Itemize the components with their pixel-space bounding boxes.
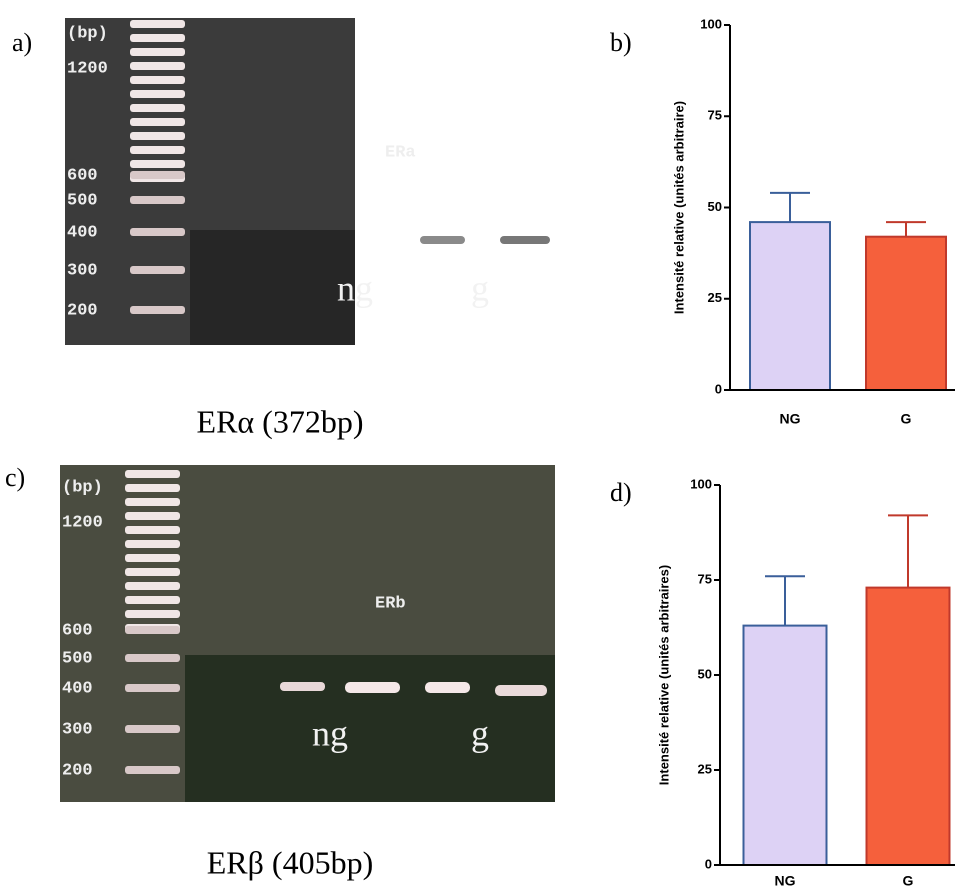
- y-tick-label: 25: [708, 290, 722, 305]
- y-tick-label: 50: [708, 199, 722, 214]
- bar: [867, 588, 950, 865]
- band-label: ERa: [385, 143, 416, 162]
- ladder-band: [125, 470, 180, 478]
- caption: ERβ (405bp): [207, 844, 373, 880]
- ladder-label: (bp): [67, 24, 108, 43]
- y-tick-label: 75: [708, 108, 722, 123]
- ladder-band: [130, 20, 185, 28]
- gel-band: [345, 682, 400, 693]
- y-tick-label: 75: [698, 571, 712, 586]
- ladder-band: [125, 610, 180, 618]
- gel-shadow: [190, 230, 355, 345]
- y-tick-label: 25: [698, 761, 712, 776]
- ladder-band: [130, 62, 185, 70]
- ladder-band: [130, 171, 185, 179]
- y-tick-label: 0: [705, 856, 712, 871]
- x-tick-label: G: [901, 411, 912, 427]
- bar: [866, 237, 946, 390]
- ladder-band: [125, 596, 180, 604]
- ladder-band: [125, 766, 180, 774]
- ladder-band: [130, 196, 185, 204]
- ladder-label: 1200: [67, 59, 108, 78]
- ladder-band: [125, 568, 180, 576]
- ladder-band: [130, 118, 185, 126]
- gel-band: [420, 236, 465, 244]
- gel-band: [500, 236, 550, 244]
- y-tick-label: 0: [715, 381, 722, 396]
- ladder-band: [125, 554, 180, 562]
- x-tick-label: NG: [775, 873, 796, 889]
- lane-label: ng: [312, 713, 348, 753]
- ladder-label: 500: [62, 649, 93, 668]
- y-axis-label: Intensité relative (unités arbitraire): [671, 101, 686, 314]
- gel-shadow: [185, 655, 555, 802]
- ladder-band: [130, 146, 185, 154]
- ladder-label: 200: [62, 761, 93, 780]
- ladder-band: [130, 76, 185, 84]
- x-tick-label: NG: [780, 411, 801, 427]
- ladder-label: 300: [62, 720, 93, 739]
- ladder-band: [130, 104, 185, 112]
- y-tick-label: 50: [698, 666, 712, 681]
- gel-band: [425, 682, 470, 693]
- bar: [750, 222, 830, 390]
- y-axis-label: Intensité relative (unités arbitraires): [656, 565, 671, 785]
- lane-label: g: [471, 268, 489, 308]
- ladder-band: [125, 626, 180, 634]
- figure: a)b)c)d)(bp)1200600500400300200ERanggERα…: [0, 0, 959, 891]
- y-tick-label: 100: [700, 16, 722, 31]
- lane-label: g: [471, 713, 489, 753]
- ladder-label: 1200: [62, 513, 103, 532]
- ladder-label: 300: [67, 261, 98, 280]
- ladder-label: 500: [67, 191, 98, 210]
- x-tick-label: G: [903, 873, 914, 889]
- ladder-label: (bp): [62, 478, 103, 497]
- caption: ERα (372bp): [197, 403, 364, 439]
- ladder-band: [130, 132, 185, 140]
- lane-label: ng: [337, 268, 373, 308]
- ladder-band: [125, 526, 180, 534]
- panel-label: a): [12, 28, 32, 57]
- ladder-band: [125, 484, 180, 492]
- panel-label: b): [610, 28, 632, 57]
- ladder-band: [130, 48, 185, 56]
- ladder-band: [130, 306, 185, 314]
- y-tick-label: 100: [690, 476, 712, 491]
- ladder-band: [125, 582, 180, 590]
- ladder-band: [125, 498, 180, 506]
- panel-label: c): [5, 463, 25, 492]
- ladder-band: [130, 34, 185, 42]
- ladder-band: [125, 684, 180, 692]
- ladder-label: 600: [62, 621, 93, 640]
- ladder-band: [130, 228, 185, 236]
- band-label: ERb: [375, 594, 406, 613]
- ladder-label: 600: [67, 166, 98, 185]
- ladder-label: 400: [62, 679, 93, 698]
- gel-band: [495, 685, 547, 696]
- ladder-label: 400: [67, 223, 98, 242]
- ladder-label: 200: [67, 301, 98, 320]
- ladder-band: [125, 725, 180, 733]
- ladder-band: [130, 160, 185, 168]
- panel-label: d): [610, 478, 632, 507]
- ladder-band: [125, 512, 180, 520]
- ladder-band: [125, 540, 180, 548]
- gel-band: [280, 682, 325, 691]
- ladder-band: [130, 266, 185, 274]
- ladder-band: [125, 654, 180, 662]
- bar: [744, 626, 827, 865]
- ladder-band: [130, 90, 185, 98]
